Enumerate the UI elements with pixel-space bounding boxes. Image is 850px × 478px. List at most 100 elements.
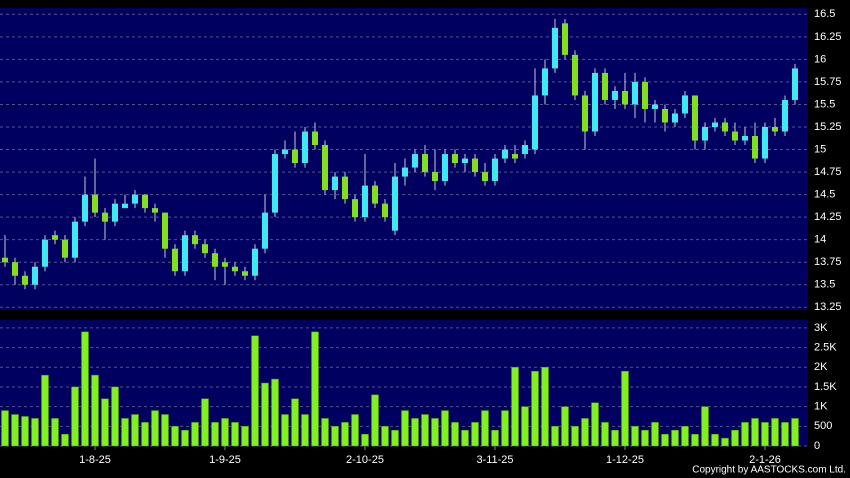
candle-body bbox=[672, 113, 678, 123]
candle-body bbox=[92, 194, 98, 213]
volume-bar bbox=[551, 426, 559, 447]
volume-bar bbox=[721, 437, 729, 447]
y-tick-label: 13.25 bbox=[814, 301, 842, 313]
volume-bar bbox=[431, 418, 439, 447]
candle-body bbox=[512, 154, 518, 159]
volume-bar bbox=[751, 418, 759, 447]
candle-body bbox=[732, 131, 738, 141]
volume-bar bbox=[481, 410, 489, 447]
copyright: Copyright by AASTOCKS.com Ltd. bbox=[692, 465, 846, 476]
candle-body bbox=[202, 244, 208, 254]
candle-body bbox=[392, 176, 398, 231]
price-panel bbox=[0, 8, 808, 310]
candle-body bbox=[262, 212, 268, 249]
volume-bar bbox=[651, 422, 659, 447]
candle-body bbox=[542, 68, 548, 96]
candle-body bbox=[662, 108, 668, 123]
candle-body bbox=[692, 95, 698, 141]
candle-body bbox=[112, 203, 118, 222]
candle-body bbox=[222, 262, 228, 267]
candle-body bbox=[462, 158, 468, 164]
volume-bar bbox=[591, 402, 599, 447]
y-tick-label: 13.5 bbox=[814, 279, 835, 291]
volume-bar bbox=[351, 414, 359, 447]
candle-body bbox=[172, 248, 178, 272]
candle-body bbox=[712, 122, 718, 127]
volume-bar bbox=[601, 422, 609, 447]
volume-bar bbox=[681, 426, 689, 447]
volume-bar bbox=[531, 370, 539, 447]
x-tick-label: 2-1-26 bbox=[749, 454, 781, 466]
volume-bar bbox=[381, 426, 389, 447]
y-tick-label: 15 bbox=[814, 143, 826, 155]
candle-body bbox=[502, 149, 508, 159]
candle-body bbox=[62, 239, 68, 258]
candle-body bbox=[122, 203, 128, 209]
y-tick-label: 14.25 bbox=[814, 211, 842, 223]
candle-body bbox=[242, 271, 248, 276]
volume-bar bbox=[361, 433, 369, 447]
volume-bar bbox=[321, 418, 329, 447]
y-tick-label: 1.5K bbox=[814, 381, 837, 393]
y-tick-label: 2.5K bbox=[814, 341, 837, 353]
candle-body bbox=[322, 145, 328, 191]
candle-body bbox=[772, 126, 778, 132]
candle-body bbox=[352, 199, 358, 218]
candle-body bbox=[752, 136, 758, 159]
volume-bar bbox=[41, 374, 49, 447]
candle-body bbox=[432, 172, 438, 182]
volume-bar bbox=[761, 422, 769, 447]
candle-body bbox=[682, 95, 688, 114]
candle-body bbox=[192, 235, 198, 245]
volume-bar bbox=[781, 422, 789, 447]
volume-bar bbox=[621, 370, 629, 447]
y-tick-label: 14 bbox=[814, 234, 826, 246]
candle-body bbox=[282, 149, 288, 155]
volume-bar bbox=[31, 418, 39, 447]
candle-body bbox=[32, 266, 38, 285]
candle-body bbox=[532, 95, 538, 150]
volume-bar bbox=[671, 430, 679, 447]
volume-bar bbox=[191, 422, 199, 447]
x-tick-label: 2-10-25 bbox=[346, 454, 384, 466]
volume-bar bbox=[741, 422, 749, 447]
y-tick-label: 15.75 bbox=[814, 76, 842, 88]
candle-body bbox=[252, 248, 258, 276]
candle-body bbox=[592, 72, 598, 132]
candle-body bbox=[522, 145, 528, 155]
candle-body bbox=[12, 262, 18, 276]
candle-body bbox=[622, 90, 628, 105]
volume-bar bbox=[501, 410, 509, 447]
volume-bar bbox=[61, 433, 69, 447]
candle-body bbox=[632, 81, 638, 105]
volume-bar bbox=[771, 418, 779, 447]
volume-bar bbox=[1, 410, 9, 447]
y-tick-label: 16.25 bbox=[814, 31, 842, 43]
candle-body bbox=[72, 221, 78, 258]
volume-bar bbox=[201, 398, 209, 447]
volume-bar bbox=[421, 414, 429, 447]
candle-body bbox=[702, 126, 708, 141]
volume-bar bbox=[141, 422, 149, 447]
volume-bar bbox=[561, 406, 569, 447]
volume-bar bbox=[581, 418, 589, 447]
candle-body bbox=[182, 235, 188, 272]
volume-bar bbox=[631, 426, 639, 447]
candle-body bbox=[722, 122, 728, 132]
candle-body bbox=[652, 104, 658, 109]
volume-bar bbox=[101, 398, 109, 447]
volume-bar bbox=[711, 433, 719, 447]
volume-bar bbox=[81, 331, 89, 447]
volume-bar bbox=[111, 386, 119, 447]
candle-body bbox=[292, 149, 298, 164]
volume-bar bbox=[211, 422, 219, 447]
candle-body bbox=[562, 23, 568, 55]
candle-body bbox=[422, 154, 428, 173]
candle-body bbox=[212, 253, 218, 267]
volume-bar bbox=[401, 410, 409, 447]
candle-body bbox=[552, 27, 558, 69]
candle-body bbox=[22, 275, 28, 285]
volume-bar bbox=[251, 335, 259, 447]
y-tick-label: 14.75 bbox=[814, 166, 842, 178]
